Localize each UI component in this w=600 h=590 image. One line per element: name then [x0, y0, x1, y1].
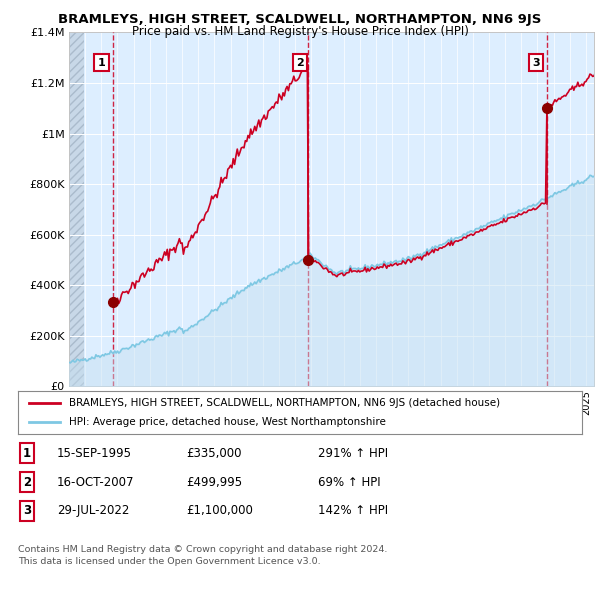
Text: 3: 3: [23, 504, 31, 517]
Text: 142% ↑ HPI: 142% ↑ HPI: [318, 504, 388, 517]
Text: 1: 1: [97, 58, 105, 68]
Text: This data is licensed under the Open Government Licence v3.0.: This data is licensed under the Open Gov…: [18, 557, 320, 566]
Text: HPI: Average price, detached house, West Northamptonshire: HPI: Average price, detached house, West…: [69, 417, 386, 427]
Text: 69% ↑ HPI: 69% ↑ HPI: [318, 476, 380, 489]
Text: 1: 1: [23, 447, 31, 460]
Text: £499,995: £499,995: [186, 476, 242, 489]
Text: 2: 2: [23, 476, 31, 489]
Text: 291% ↑ HPI: 291% ↑ HPI: [318, 447, 388, 460]
Text: 29-JUL-2022: 29-JUL-2022: [57, 504, 130, 517]
Text: BRAMLEYS, HIGH STREET, SCALDWELL, NORTHAMPTON, NN6 9JS (detached house): BRAMLEYS, HIGH STREET, SCALDWELL, NORTHA…: [69, 398, 500, 408]
Text: Price paid vs. HM Land Registry's House Price Index (HPI): Price paid vs. HM Land Registry's House …: [131, 25, 469, 38]
Bar: [69, 32, 83, 386]
Text: 16-OCT-2007: 16-OCT-2007: [57, 476, 134, 489]
Text: Contains HM Land Registry data © Crown copyright and database right 2024.: Contains HM Land Registry data © Crown c…: [18, 545, 388, 555]
Text: £1,100,000: £1,100,000: [186, 504, 253, 517]
Text: BRAMLEYS, HIGH STREET, SCALDWELL, NORTHAMPTON, NN6 9JS: BRAMLEYS, HIGH STREET, SCALDWELL, NORTHA…: [58, 13, 542, 26]
Text: 2: 2: [296, 58, 304, 68]
Text: 15-SEP-1995: 15-SEP-1995: [57, 447, 132, 460]
Text: £335,000: £335,000: [186, 447, 241, 460]
Text: 3: 3: [532, 58, 539, 68]
